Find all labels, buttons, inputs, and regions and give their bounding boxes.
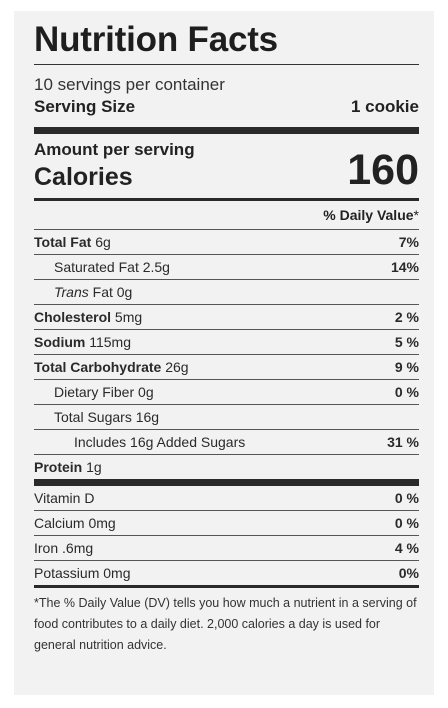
calories-divider: [34, 198, 419, 201]
nutrient-dv: 14%: [390, 259, 419, 275]
vitamin-dv: 0 %: [394, 490, 419, 506]
vitamin-name: Calcium 0mg: [34, 515, 116, 531]
nutrient-name: Total Fat: [34, 234, 92, 250]
nutrient-row-added-sugars: Includes 16g Added Sugars 31 %: [34, 429, 419, 454]
title-divider: [34, 64, 419, 65]
nutrient-row-dietary-fiber: Dietary Fiber 0g 0 %: [34, 379, 419, 404]
daily-value-header: % Daily Value*: [34, 201, 419, 229]
vitamin-name: Vitamin D: [34, 490, 95, 506]
nutrient-amount: 16g: [135, 409, 160, 425]
nutrient-amount: 1g: [86, 459, 102, 475]
nutrient-dv: 2 %: [394, 309, 419, 325]
nutrient-amount: 0g: [138, 384, 154, 400]
servings-per-container: 10 servings per container: [34, 75, 225, 94]
vitamins-divider: [34, 479, 419, 486]
nutrient-dv: 7%: [398, 234, 419, 250]
thick-divider: [34, 127, 419, 134]
label-title: Nutrition Facts: [34, 20, 278, 59]
vitamin-name: Iron .6mg: [34, 540, 94, 556]
amount-per-serving: Amount per serving: [34, 140, 195, 159]
vitamin-dv: 0 %: [394, 515, 419, 531]
nutrient-dv: 0 %: [394, 384, 419, 400]
nutrient-row-sodium: Sodium 115mg 5 %: [34, 329, 419, 354]
vitamin-row-potassium: Potassium 0mg 0%: [34, 560, 419, 588]
calories-block: Amount per serving Calories 160: [34, 134, 419, 198]
nutrient-amount: 6g: [95, 234, 111, 250]
vitamin-dv: 4 %: [394, 540, 419, 556]
vitamin-row-iron: Iron .6mg 4 %: [34, 535, 419, 560]
serving-size-label: Serving Size: [34, 97, 136, 116]
calories-value: 160: [347, 146, 419, 194]
nutrient-amount: 2.5g: [142, 259, 170, 275]
serving-size-value: 1 cookie: [350, 97, 419, 116]
nutrient-row-protein: Protein 1g: [34, 454, 419, 479]
nutrient-amount: 0g: [116, 284, 133, 300]
vitamin-dv: 0%: [398, 565, 419, 581]
nutrient-name: Sodium: [34, 334, 86, 350]
nutrient-row-total-sugars: Total Sugars 16g: [34, 404, 419, 429]
nutrient-dv: 31 %: [387, 434, 419, 450]
nutrient-name: Cholesterol: [34, 309, 112, 325]
nutrient-name: Total Carbohydrate: [34, 359, 162, 375]
nutrition-label-panel: Nutrition Facts 10 servings per containe…: [14, 11, 434, 695]
nutrient-name-italic: Trans: [54, 284, 89, 300]
vitamin-row-vitamin-d: Vitamin D 0 %: [34, 486, 419, 510]
nutrient-name: Dietary Fiber: [54, 384, 135, 400]
nutrient-name: Fat: [92, 284, 113, 300]
daily-value-footnote: *The % Daily Value (DV) tells you how mu…: [34, 596, 417, 652]
daily-value-header-text: % Daily Value: [323, 207, 414, 223]
nutrient-row-trans-fat: Trans Fat 0g: [34, 279, 419, 304]
nutrient-name: Protein: [34, 459, 83, 475]
nutrient-amount: 26g: [165, 359, 189, 375]
serving-size-row: Serving Size 1 cookie: [34, 96, 419, 118]
nutrient-row-cholesterol: Cholesterol 5mg 2 %: [34, 304, 419, 329]
nutrient-name: Includes 16g Added Sugars: [74, 434, 246, 450]
nutrient-row-saturated-fat: Saturated Fat 2.5g 14%: [34, 254, 419, 279]
nutrient-name: Saturated Fat: [54, 259, 139, 275]
calories-label: Calories: [34, 163, 133, 191]
nutrient-name: Total Sugars: [54, 409, 132, 425]
vitamin-name: Potassium 0mg: [34, 565, 131, 581]
nutrient-dv: 9 %: [394, 359, 419, 375]
vitamin-row-calcium: Calcium 0mg 0 %: [34, 510, 419, 535]
nutrient-dv: 5 %: [394, 334, 419, 350]
nutrition-facts-label: Nutrition Facts 10 servings per containe…: [34, 20, 419, 656]
nutrient-amount: 115mg: [89, 334, 132, 350]
daily-value-star: *: [413, 207, 419, 223]
nutrient-amount: 5mg: [114, 309, 143, 325]
nutrient-row-total-fat: Total Fat 6g 7%: [34, 229, 419, 254]
nutrient-row-total-carbohydrate: Total Carbohydrate 26g 9 %: [34, 354, 419, 379]
